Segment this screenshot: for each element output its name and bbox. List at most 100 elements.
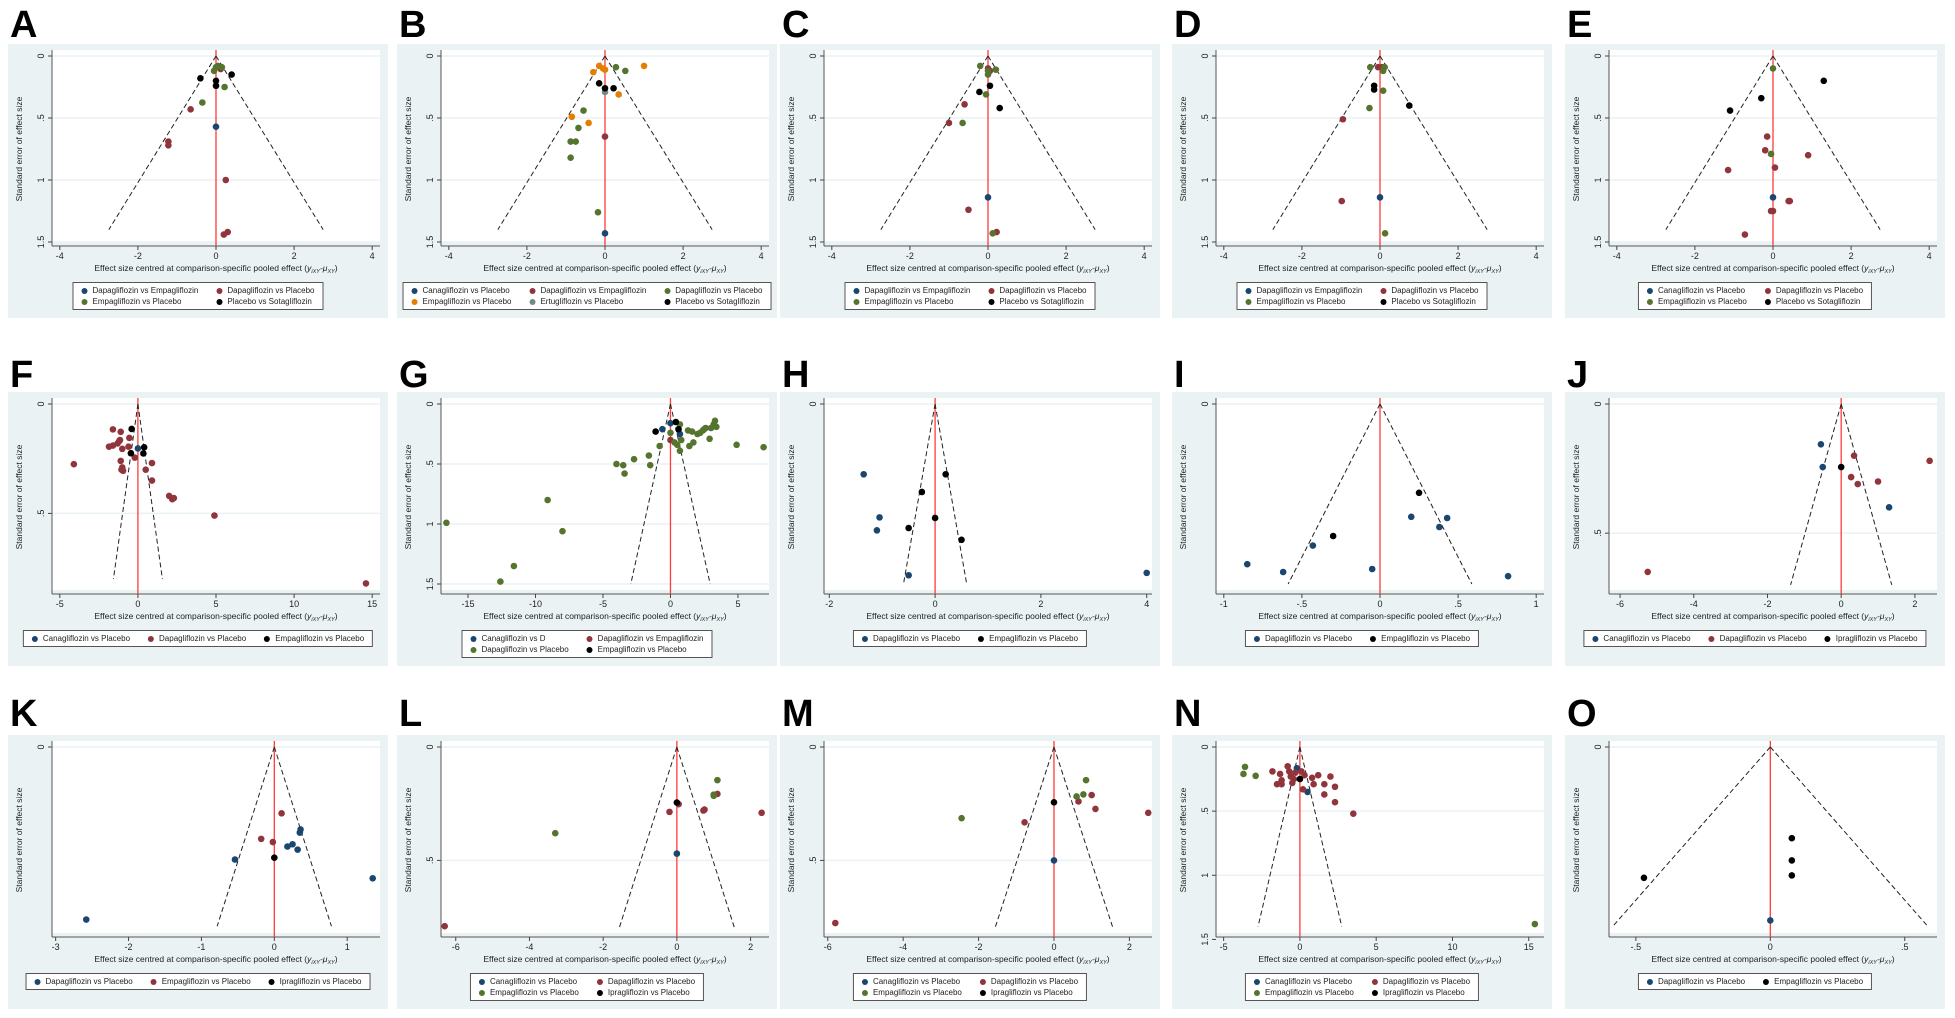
funnel-plot: 0 .5 -6 -4 -2 0 2 Standard error of effect size… [403,741,769,966]
study-point [621,470,628,477]
legend-item: Empagliflozin vs Placebo [853,297,971,306]
legend-item: Dapagliflozin vs Placebo [596,977,695,986]
study-point [594,208,602,216]
funnel-plot: 0 -.5 0 .5 Standard error of effect size Effe… [1571,741,1937,966]
plot-area [1216,741,1544,933]
x-tick-label: 0 [213,251,218,261]
study-point [1817,441,1825,448]
legend-label: Dapagliflozin vs Placebo [1391,286,1479,295]
x-tick-label: 0 [985,251,990,261]
legend: Canagliflozin vs Placebo Dapagliflozin vs… [22,630,374,647]
legend-marker-icon [1380,287,1387,294]
study-point [127,449,135,457]
x-axis-title: Effect size centred at comparison-specif… [866,954,1109,966]
legend-label: Canagliflozin vs Placebo [872,977,961,986]
legend-label: Ipragliflozin vs Placebo [607,988,690,997]
y-tick-label: 1.5 [425,236,435,249]
y-tick-label: 1.5 [425,578,435,591]
funnel-line-right [273,746,332,927]
x-tick-label: 0 [1770,251,1775,261]
study-point [1874,478,1882,485]
study-point [1379,87,1387,95]
study-point [1366,63,1374,71]
study-point [212,82,220,90]
y-tick-label: 1 [425,521,435,526]
x-tick-label: 2 [1127,942,1132,952]
study-point [567,154,574,161]
study-point [585,119,592,127]
funnel-plot: 0 .5 1 1.5 -4 -2 0 2 4 Standard error of effect s… [1178,50,1544,275]
x-tick-label: 0 [1051,942,1056,952]
legend-label: Dapagliflozin vs Placebo [1775,286,1864,295]
study-point [1443,514,1451,522]
study-point [559,527,566,535]
study-point [1820,77,1828,85]
legend-item: Dapagliflozin vs Empagliflozin [586,634,704,643]
legend-marker-icon [664,298,671,305]
study-point [1321,791,1328,798]
x-tick-label: -6 [824,942,832,952]
x-tick-label: 2 [1912,599,1917,609]
study-point [1276,770,1284,778]
funnel-plot-panel-i: 0 -1 -.5 0 .5 1 Standard error of effect size E… [1172,392,1552,666]
y-tick-label: 1.5 [1200,933,1210,946]
legend: Canagliflozin vs Placebo Dapagliflozin vs… [469,973,705,1001]
study-point [187,106,194,113]
x-axis-title: Effect size centred at comparison-specif… [483,611,726,623]
funnel-plot-panel-n: 0 .5 1 1.5 -5 0 5 10 15 Standard error of effect … [1172,735,1552,1009]
study-point [676,447,684,455]
study-point [1331,783,1339,791]
x-tick-label: -2 [125,942,133,952]
legend-label: Placebo vs Sotagliflozin [227,297,312,306]
study-point [294,846,301,853]
y-tick-label: .5 [1200,807,1210,815]
study-point [1092,805,1099,813]
x-tick-label: 5 [1374,942,1379,952]
y-tick-label: .5 [1593,114,1603,122]
study-point [1088,791,1095,799]
study-point [1407,513,1415,521]
funnel-line-right [987,55,1096,230]
study-point [1278,777,1285,784]
legend-label: Canagliflozin vs D [481,634,546,643]
funnel-line-right [934,403,968,585]
x-tick-label: -2 [825,599,833,609]
study-point [958,536,965,544]
y-axis-title: Standard error of effect size [1571,96,1581,201]
study-point [673,799,681,806]
legend-item: Canagliflozin vs Placebo [861,977,962,986]
y-axis-title: Standard error of effect size [14,787,24,892]
legend-item: Empagliflozin vs Placebo [411,297,511,306]
study-point [568,113,576,121]
legend: Dapagliflozin vs Placebo Empagliflozin vs… [25,973,371,990]
plot-area [441,741,769,933]
study-point [218,63,226,71]
legend-item: Dapagliflozin vs Placebo [1371,977,1470,986]
study-point [1767,150,1775,158]
study-point [1786,197,1794,205]
y-axis-title: Standard error of effect size [14,96,24,201]
study-point [667,429,674,437]
legend-label: Empagliflozin vs Placebo [1264,988,1354,997]
funnel-line-left [880,55,989,230]
x-axis-title: Effect size centred at comparison-specif… [1651,263,1894,275]
legend-item: Empagliflozin vs Placebo [478,988,579,997]
study-point [961,101,968,108]
legend-marker-icon [478,978,485,985]
study-point [1376,194,1384,201]
study-point [1252,772,1259,780]
legend-marker-icon [1370,635,1377,642]
legend-label: Dapagliflozin vs Placebo [1657,977,1746,986]
study-point [619,461,627,469]
legend-item: Canagliflozin vs Placebo [31,634,130,643]
legend-label: Dapagliflozin vs Placebo [1264,634,1353,643]
study-point [1144,809,1152,817]
panel-letter: H [782,354,810,396]
funnel-line-left [902,403,936,585]
study-point [1240,770,1247,778]
panel-letter: G [399,354,429,396]
x-tick-label: -6 [1616,599,1624,609]
study-point [713,423,720,431]
study-point [165,141,172,149]
study-point [567,138,574,145]
